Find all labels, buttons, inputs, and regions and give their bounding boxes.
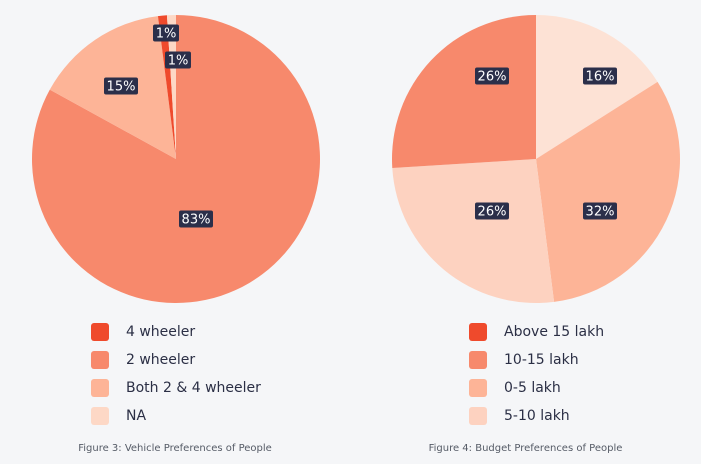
slice-10-15-lakh [392,15,536,169]
budget-legend: Above 15 lakh 10-15 lakh 0-5 lakh 5-10 l… [469,318,604,430]
figure-caption: Figure 3: Vehicle Preferences of People [78,443,272,454]
data-label-text: 26% [478,205,507,220]
legend-item: 5-10 lakh [469,402,604,430]
legend-item: 2 wheeler [91,346,261,374]
data-label-box [583,202,617,220]
legend-swatch [469,351,487,369]
data-label-text: 32% [586,205,615,220]
vehicle-legend: 4 wheeler 2 wheeler Both 2 & 4 wheeler N… [91,318,261,430]
vehicle-preferences-chart: 83% 15% 1% 1% 4 wheeler 2 wheeler Both 2 & … [0,0,350,464]
slice-na-label: 1% [165,51,191,69]
data-label-text: 1% [156,27,177,42]
slice-16-percent [536,15,658,159]
legend-swatch [91,351,109,369]
legend-swatch [469,407,487,425]
legend-label: 4 wheeler [126,324,196,340]
data-label-text: 15% [107,80,136,95]
data-label-box [475,202,509,220]
slice-na [166,15,176,159]
legend-label: 0-5 lakh [504,380,561,396]
data-label-text: 16% [586,70,615,85]
legend-swatch [469,323,487,341]
legend-label: NA [126,408,147,424]
legend-swatch [91,323,109,341]
data-label-box [583,67,617,85]
vehicle-pie-svg: 83% 15% 1% 1% [31,15,321,303]
slice-10-15-lakh-label: 26% [475,67,509,85]
data-label-text: 26% [478,70,507,85]
legend-item: Both 2 & 4 wheeler [91,374,261,402]
slice-2-wheeler-label: 83% [179,210,213,228]
slice-0-5-lakh [536,81,680,302]
data-label-box [153,24,179,42]
legend-item: Above 15 lakh [469,318,604,346]
slice-0-5-lakh-label: 32% [583,202,617,220]
legend-label: Both 2 & 4 wheeler [126,380,261,396]
budget-preferences-chart: 16% 32% 26% 26% Above 15 lakh 10-15 lakh 0-… [350,0,701,464]
legend-item: 0-5 lakh [469,374,604,402]
legend-swatch [91,407,109,425]
slice-5-10-lakh-label: 26% [475,202,509,220]
legend-item: 4 wheeler [91,318,261,346]
legend-swatch [91,379,109,397]
legend-swatch [469,379,487,397]
data-label-box [179,210,213,228]
legend-label: Above 15 lakh [504,324,605,340]
slice-5-10-lakh [392,159,555,303]
figure-caption: Figure 4: Budget Preferences of People [428,443,623,454]
legend-label: 10-15 lakh [504,352,579,368]
slice-both-2-4-wheeler-label: 15% [104,77,138,95]
legend-item: 10-15 lakh [469,346,604,374]
data-label-box [165,51,191,69]
data-label-text: 1% [168,54,189,69]
data-label-text: 83% [182,213,211,228]
slice-4-wheeler [157,15,176,160]
budget-pie-svg: 16% 32% 26% 26% [392,15,680,303]
legend-item: NA [91,402,261,430]
legend-label: 2 wheeler [126,352,196,368]
slice-16-percent-label: 16% [583,67,617,85]
slice-4-wheeler-label: 1% [153,24,179,42]
data-label-box [475,67,509,85]
legend-label: 5-10 lakh [504,408,570,424]
data-label-box [104,77,138,95]
